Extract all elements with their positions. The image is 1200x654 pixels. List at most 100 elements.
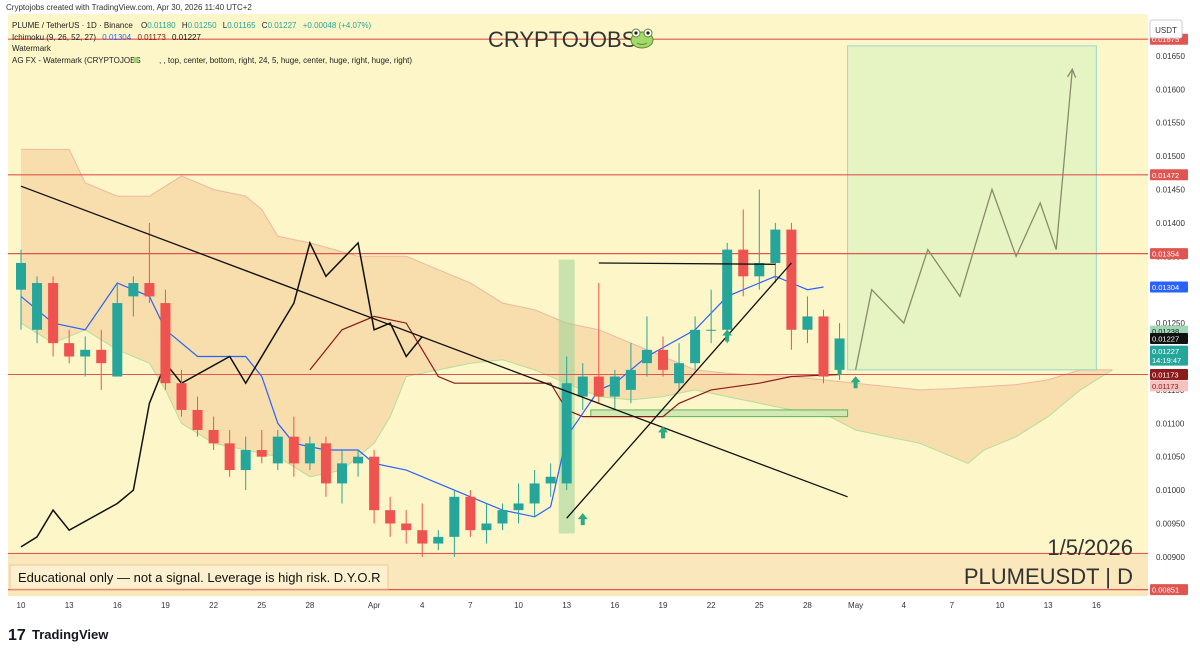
time-axis[interactable] xyxy=(0,596,1200,618)
candle-body xyxy=(641,349,652,364)
candle-27[interactable] xyxy=(449,490,460,557)
candle-1[interactable] xyxy=(32,276,43,344)
x-tick-10: 10 xyxy=(514,601,523,610)
level-badge-3-bg xyxy=(1150,584,1188,596)
candle-body xyxy=(465,496,476,531)
candle-50[interactable] xyxy=(818,309,829,384)
candles[interactable] xyxy=(16,189,845,557)
candle-46[interactable] xyxy=(754,189,765,290)
candle-13[interactable] xyxy=(224,429,235,477)
candle-36[interactable] xyxy=(593,283,604,404)
candle-21[interactable] xyxy=(353,450,364,477)
tradingview-logo[interactable]: 17 TradingView xyxy=(8,627,109,644)
ichimoku-legend: Ichimoku (9, 26, 52, 27) 0.01304 0.01173… xyxy=(12,33,201,42)
candle-5[interactable] xyxy=(96,329,107,390)
y-tick-2: 0.01550 xyxy=(1156,119,1185,128)
candle-17[interactable] xyxy=(288,416,299,477)
candle-22[interactable] xyxy=(369,450,380,524)
candle-body xyxy=(32,283,43,330)
candle-body xyxy=(401,523,412,531)
date-watermark: 1/5/2026 xyxy=(1047,535,1133,560)
candle-43[interactable] xyxy=(706,289,717,344)
candle-28[interactable] xyxy=(465,490,476,537)
currency-box[interactable] xyxy=(1149,19,1183,39)
candle-41[interactable] xyxy=(674,343,685,390)
candle-body xyxy=(513,503,524,511)
candle-23[interactable] xyxy=(385,496,396,537)
candle-35[interactable] xyxy=(577,363,588,410)
candle-body xyxy=(48,283,59,344)
price-axis[interactable] xyxy=(1148,14,1200,596)
candle-body xyxy=(834,338,845,370)
candle-body xyxy=(385,510,396,524)
y-tick-0: 0.01650 xyxy=(1156,52,1185,61)
candle-7[interactable] xyxy=(128,276,139,317)
ichimoku-cloud xyxy=(20,148,1113,478)
candle-33[interactable] xyxy=(545,463,556,497)
candle-11[interactable] xyxy=(192,396,203,437)
candle-48[interactable] xyxy=(786,222,797,350)
kijun-line xyxy=(309,315,840,418)
level-badge-1-text: 0.01472 xyxy=(1152,171,1179,180)
up-arrow-icon-3 xyxy=(834,362,845,375)
candle-26[interactable] xyxy=(433,530,444,551)
candle-body xyxy=(706,329,717,331)
candle-12[interactable] xyxy=(208,416,219,451)
candle-42[interactable] xyxy=(690,316,701,370)
candle-9[interactable] xyxy=(160,289,171,390)
candle-15[interactable] xyxy=(256,429,267,464)
candle-45[interactable] xyxy=(738,209,749,297)
candle-37[interactable] xyxy=(609,369,620,410)
candle-6[interactable] xyxy=(112,283,123,377)
candle-32[interactable] xyxy=(529,470,540,517)
candle-body xyxy=(786,229,797,330)
y-tick-13: 0.01000 xyxy=(1156,486,1185,495)
candle-38[interactable] xyxy=(625,343,636,404)
x-tick-6: 28 xyxy=(305,601,314,610)
price-badge-high-text: 0.01238 xyxy=(1152,327,1179,336)
candle-body xyxy=(320,443,331,484)
candle-2[interactable] xyxy=(48,276,59,357)
candle-47[interactable] xyxy=(770,222,781,284)
candle-body xyxy=(529,483,540,504)
tradingview-logo-text: TradingView xyxy=(32,627,109,642)
candle-body xyxy=(337,463,347,484)
x-tick-12: 16 xyxy=(610,601,619,610)
candle-body xyxy=(690,329,701,364)
candle-49[interactable] xyxy=(802,296,813,344)
disclaimer-text: Educational only — not a signal. Leverag… xyxy=(18,570,381,585)
candle-10[interactable] xyxy=(176,369,187,417)
y-tick-8: 0.01250 xyxy=(1156,319,1185,328)
frog-icon xyxy=(630,28,654,49)
candle-30[interactable] xyxy=(497,503,508,531)
price-badge-cloud-text: 0.01173 xyxy=(1152,382,1179,391)
y-tick-15: 0.00900 xyxy=(1156,553,1185,562)
candle-4[interactable] xyxy=(80,336,91,377)
drawings[interactable] xyxy=(20,67,1077,519)
candle-14[interactable] xyxy=(240,436,251,491)
candle-44[interactable] xyxy=(722,242,733,344)
x-tick-9: 7 xyxy=(468,601,473,610)
level-badge-1-bg xyxy=(1150,169,1188,181)
candle-body xyxy=(577,376,588,397)
candle-24[interactable] xyxy=(401,510,412,544)
target-zone xyxy=(847,45,1097,371)
candle-25[interactable] xyxy=(417,503,428,557)
candle-8[interactable] xyxy=(144,222,155,304)
candle-20[interactable] xyxy=(337,450,347,504)
x-tick-18: 4 xyxy=(902,601,907,610)
candle-3[interactable] xyxy=(64,329,75,364)
candle-16[interactable] xyxy=(272,429,283,471)
x-tick-2: 16 xyxy=(113,601,122,610)
candle-body xyxy=(288,436,299,464)
signal-arrows xyxy=(577,329,861,526)
candle-40[interactable] xyxy=(658,336,668,377)
candle-0[interactable] xyxy=(16,249,26,330)
candle-18[interactable] xyxy=(304,436,315,471)
candle-31[interactable] xyxy=(513,483,524,524)
candle-39[interactable] xyxy=(641,316,652,377)
candle-19[interactable] xyxy=(320,436,331,497)
candle-29[interactable] xyxy=(481,503,492,544)
candle-34[interactable] xyxy=(561,356,572,491)
